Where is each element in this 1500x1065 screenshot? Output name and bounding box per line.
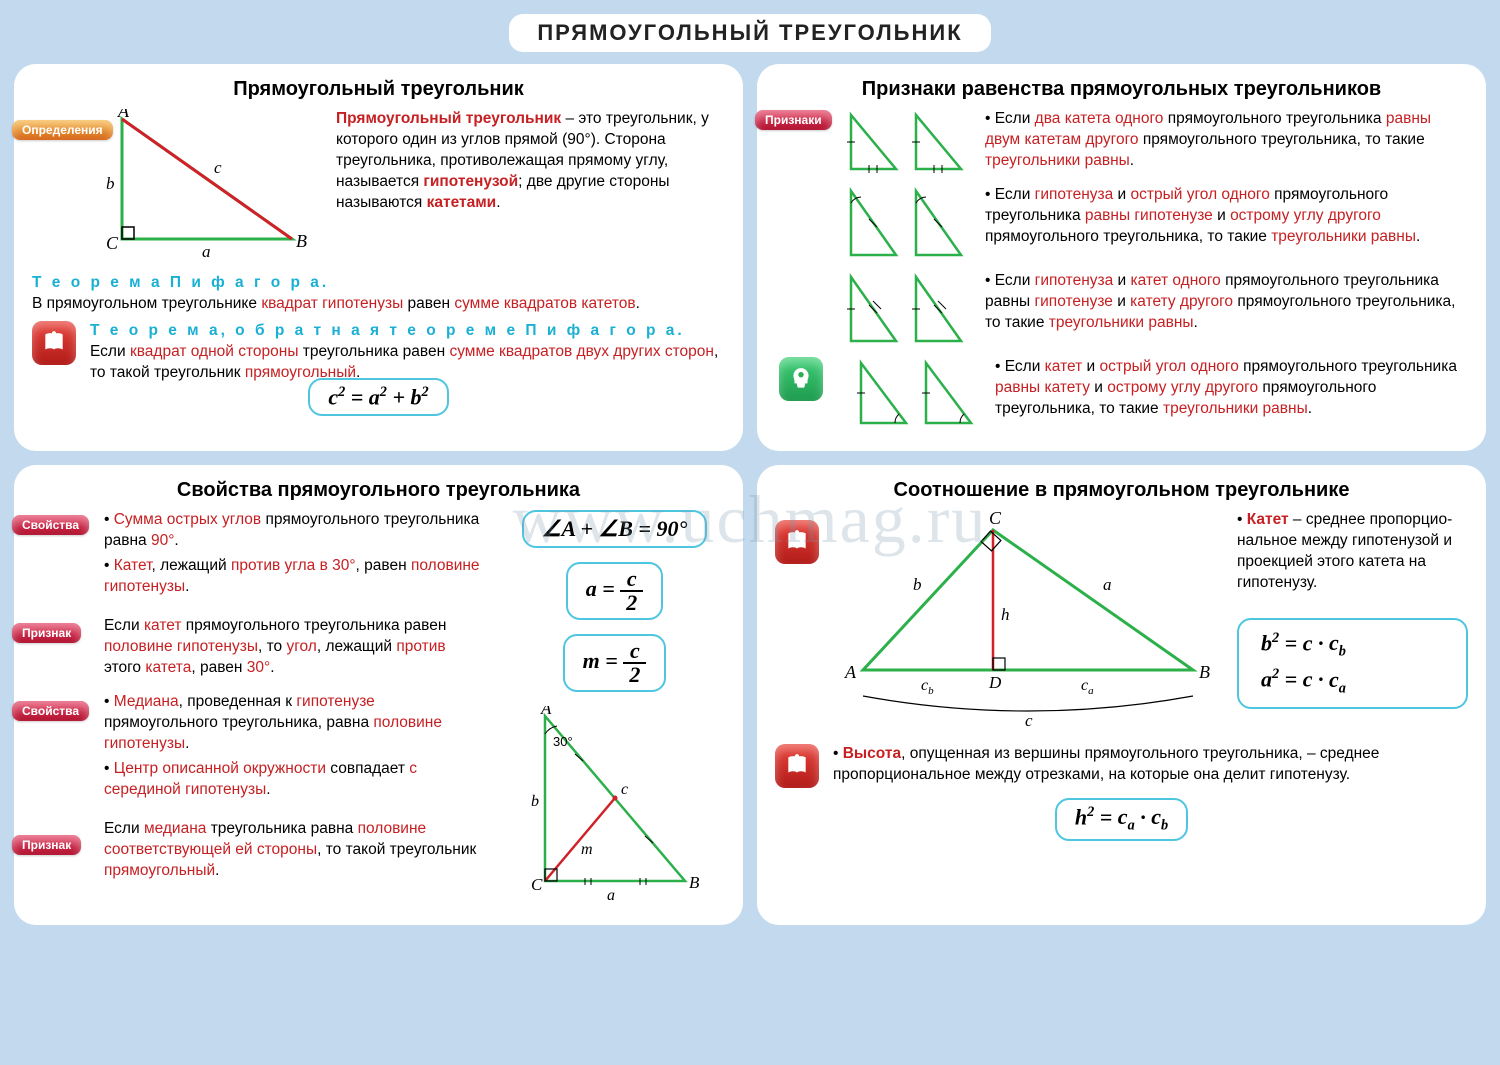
panel-properties: Свойства прямоугольного треугольника Сво… <box>14 465 743 925</box>
formula-b-a: b2 = c · cb a2 = c · ca <box>1237 618 1468 709</box>
rule4-text: • Если катет и острый угол одного прямоу… <box>995 357 1468 420</box>
book-icon-2 <box>775 520 819 564</box>
svg-text:A: A <box>844 662 857 682</box>
svg-text:ca: ca <box>1081 677 1094 697</box>
median-triangle-diagram: 30° A B C b a c m <box>525 706 705 906</box>
book-icon <box>32 321 76 365</box>
panel-definition: Прямоугольный треугольник Определения A … <box>14 64 743 451</box>
badge-definition: Определения <box>12 120 113 140</box>
svg-text:C: C <box>989 510 1002 528</box>
head-icon <box>779 357 823 401</box>
svg-text:30°: 30° <box>553 734 573 749</box>
formula-angles: ∠A + ∠B = 90° <box>522 510 708 548</box>
svg-text:m: m <box>581 841 593 858</box>
svg-text:B: B <box>689 873 700 892</box>
svg-text:b: b <box>106 174 115 193</box>
panel-ratio: Соотношение в прямоугольном треугольнике… <box>757 465 1486 925</box>
svg-text:C: C <box>106 233 119 253</box>
svg-text:D: D <box>988 673 1002 692</box>
panel3-left-column: • Сумма острых углов прямоуголь­ного тре… <box>104 510 484 906</box>
rule1-text: • Если два катета одного прямоугольного … <box>985 109 1468 172</box>
panel4-right: • Катет – среднее пропорцио­нальное межд… <box>1237 510 1468 709</box>
triangle-abc-diagram: A B C b a c <box>92 109 322 269</box>
svg-text:h: h <box>1001 605 1010 624</box>
svg-text:a: a <box>202 242 211 261</box>
svg-text:c: c <box>1025 711 1033 730</box>
badge-signs: Признаки <box>755 110 832 130</box>
main-title-wrap: ПРЯМОУГОЛЬНЫЙ ТРЕУГОЛЬНИК <box>14 14 1486 52</box>
svg-text:c: c <box>214 158 222 177</box>
pythagoras-formula: c2 = a2 + b2 <box>308 378 448 416</box>
svg-text:C: C <box>531 875 543 894</box>
panel2-title: Признаки равенства прямоугольных треугол… <box>775 78 1468 101</box>
badge-prop-2: Свойства <box>12 701 89 721</box>
panel1-title: Прямоугольный треугольник <box>32 78 725 101</box>
svg-text:B: B <box>1199 662 1210 682</box>
panel1-definition-text: Прямоугольный треугольник – это треуголь… <box>336 109 725 214</box>
equality-diagram-1 <box>841 109 971 179</box>
badge-sign-1: Признак <box>12 623 81 643</box>
badge-prop-1: Свойства <box>12 515 89 535</box>
svg-text:A: A <box>540 706 552 718</box>
panel4-title: Соотношение в прямоугольном треугольнике <box>775 479 1468 502</box>
panel-equality: Признаки равенства прямоугольных треугол… <box>757 64 1486 451</box>
svg-text:a: a <box>607 887 615 904</box>
equality-diagram-2 <box>841 185 971 265</box>
svg-text:cb: cb <box>921 677 934 697</box>
panel4-p2: • Высота, опущенная из вершины прямоугол… <box>833 744 1468 786</box>
panel3-right-column: ∠A + ∠B = 90° a = c2 m = c2 30° A B C b … <box>504 510 725 906</box>
ratio-triangle-diagram: C A B D b a h cb ca c <box>833 510 1223 730</box>
grid: Прямоугольный треугольник Определения A … <box>14 64 1486 925</box>
svg-text:B: B <box>296 231 307 251</box>
formula-a: a = c2 <box>566 562 664 620</box>
panel1-theorem1: Т е о р е м а П и ф а г о р а. В прямоуг… <box>32 273 725 315</box>
main-title: ПРЯМОУГОЛЬНЫЙ ТРЕУГОЛЬНИК <box>509 14 990 52</box>
formula-h: h2 = ca · cb <box>1055 798 1188 841</box>
svg-text:A: A <box>117 109 130 121</box>
rule2-text: • Если гипотенуза и острый угол одного п… <box>985 185 1468 248</box>
svg-text:c: c <box>621 781 628 798</box>
rule3-text: • Если гипотенуза и катет одного прямоуг… <box>985 271 1468 334</box>
svg-text:b: b <box>913 575 922 594</box>
equality-diagram-4 <box>851 357 981 433</box>
book-icon-3 <box>775 744 819 788</box>
panel1-theorem2: Т е о р е м а, о б р а т н а я т е о р е… <box>90 321 725 384</box>
badge-sign-2: Признак <box>12 835 81 855</box>
svg-text:a: a <box>1103 575 1112 594</box>
svg-text:b: b <box>531 793 539 810</box>
equality-diagram-3 <box>841 271 971 351</box>
panel3-title: Свойства прямоугольного треугольника <box>32 479 725 502</box>
formula-m: m = c2 <box>563 634 667 692</box>
